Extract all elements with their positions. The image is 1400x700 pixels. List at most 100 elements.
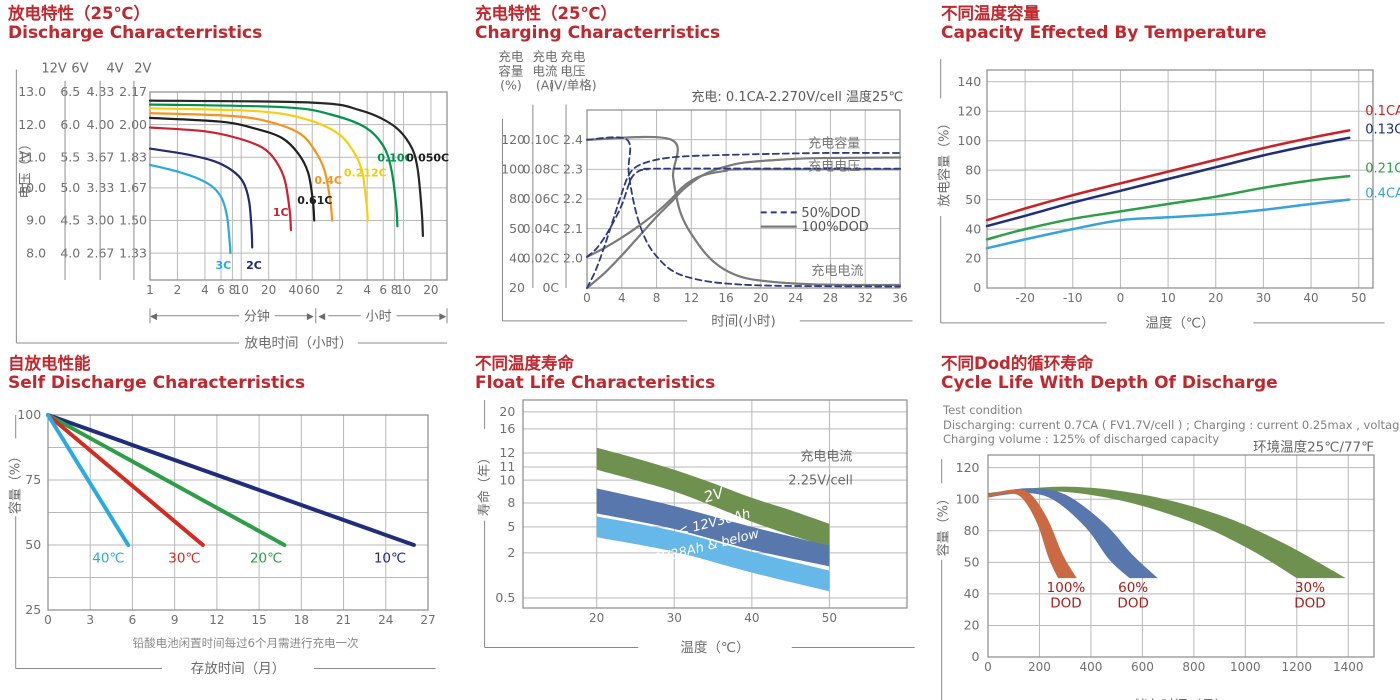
svg-text:80: 80 <box>965 162 981 177</box>
series <box>988 486 1346 579</box>
svg-text:800: 800 <box>1182 660 1205 674</box>
svg-text:4: 4 <box>201 283 209 297</box>
svg-text:50%DOD: 50%DOD <box>801 206 860 221</box>
svg-text:13.0: 13.0 <box>18 84 46 99</box>
svg-text:30%DOD: 30% DOD <box>1294 580 1325 612</box>
svg-text:28: 28 <box>823 291 838 305</box>
svg-text:小时: 小时 <box>366 309 392 324</box>
curve-充电容量-50%DOD <box>586 152 901 289</box>
svg-text:120: 120 <box>956 460 980 475</box>
curve-0.050C <box>148 99 424 237</box>
svg-text:2: 2 <box>336 283 344 297</box>
svg-text:100%DOD: 100%DOD <box>1047 580 1086 612</box>
series <box>585 135 902 290</box>
svg-text:6V: 6V <box>71 61 88 76</box>
svg-text:Discharging: current 0.7CA ( F: Discharging: current 0.7CA ( FV1.7V/cell… <box>943 418 1400 432</box>
band-2V <box>596 447 830 547</box>
svg-text:6: 6 <box>129 613 137 627</box>
svg-text:12.0: 12.0 <box>18 117 46 132</box>
svg-text:0.06C: 0.06C <box>523 191 560 206</box>
svg-text:8: 8 <box>653 291 661 305</box>
chart-title-en: Cycle Life With Depth Of Discharge <box>941 372 1278 393</box>
svg-text:-10: -10 <box>1063 291 1083 305</box>
chart-self-discharge: 自放电性能 Self Discharge Characterristics 0 3… <box>0 350 467 700</box>
svg-text:充电: 0.1CA-2.270V/cell 温度25℃: 充电: 0.1CA-2.270V/cell 温度25℃ <box>691 89 903 105</box>
capacity-temperature-chart-canvas: -20 -10 0 10 20 30 40 50 140 120 100 80 50 40 20 0 0.1CA… <box>936 59 1400 332</box>
chart-title-zh: 放电特性（25℃） <box>8 4 150 23</box>
cycle-life-chart-canvas: 0 200 400 600 800 1000 1200 1400120100805040200… <box>935 403 1400 700</box>
svg-text:30℃: 30℃ <box>168 551 200 567</box>
svg-text:40: 40 <box>1303 291 1318 305</box>
svg-text:1200: 1200 <box>1282 660 1313 674</box>
band-12V38Ah & below <box>596 516 830 592</box>
curve-10℃ <box>46 413 416 547</box>
charging-chart-canvas: 0 4 8 12 16 20 24 28 32 36 120 100 80 50 40 20 0.10C 0.08… <box>498 49 913 330</box>
svg-text:16: 16 <box>499 421 515 436</box>
svg-text:9.0: 9.0 <box>26 213 46 228</box>
svg-text:100: 100 <box>17 407 41 422</box>
svg-text:3C: 3C <box>215 259 231 272</box>
svg-text:4: 4 <box>618 291 626 305</box>
svg-text:0.08C: 0.08C <box>523 162 560 177</box>
curve-0.21CA <box>985 174 1351 241</box>
svg-text:0.10C: 0.10C <box>377 152 412 165</box>
svg-text:充电容量: 充电容量 <box>808 135 860 151</box>
svg-text:电压（V）: 电压（V） <box>19 138 34 199</box>
chart-title-zh: 充电特性（25℃） <box>475 4 617 23</box>
svg-text:2.25V/cell: 2.25V/cell <box>788 474 853 489</box>
svg-text:30: 30 <box>667 611 682 625</box>
svg-text:30: 30 <box>1256 291 1271 305</box>
svg-text:Test condition: Test condition <box>942 403 1022 417</box>
curve-充电电流-50%DOD <box>586 136 901 288</box>
svg-text:1: 1 <box>146 283 154 297</box>
svg-text:20: 20 <box>589 611 604 625</box>
svg-text:容量（%）: 容量（%） <box>8 450 24 514</box>
plot-border <box>986 69 1374 289</box>
plot-border <box>987 454 1375 658</box>
svg-text:2V: 2V <box>134 61 151 76</box>
svg-text:Charging volume : 125% of disc: Charging volume : 125% of discharged cap… <box>943 432 1219 446</box>
chart-title: 放电特性（25℃） Discharge Characterristics <box>8 4 262 44</box>
band-< 12V38Ah <box>596 488 830 567</box>
svg-text:12: 12 <box>684 291 699 305</box>
plot-border <box>149 91 448 281</box>
svg-text:充电电流: 充电电流 <box>800 449 852 465</box>
band-100% DOD <box>988 489 1077 579</box>
svg-text:50: 50 <box>965 192 981 207</box>
svg-text:50: 50 <box>25 537 41 552</box>
svg-text:50: 50 <box>509 221 525 236</box>
svg-text:6: 6 <box>379 283 387 297</box>
svg-text:0.050C: 0.050C <box>406 152 449 165</box>
svg-text:4: 4 <box>363 283 371 297</box>
curve-3C <box>148 163 232 255</box>
svg-text:0.4CA: 0.4CA <box>1365 187 1400 202</box>
svg-text:0.212C: 0.212C <box>344 167 387 180</box>
svg-text:120: 120 <box>957 103 981 118</box>
svg-text:0.10C: 0.10C <box>523 132 560 147</box>
chart-title: 不同Dod的循环寿命 Cycle Life With Depth Of Disc… <box>941 354 1278 394</box>
svg-text:0.5: 0.5 <box>495 590 515 605</box>
curve-0.10C <box>148 103 399 228</box>
svg-text:20: 20 <box>261 283 276 297</box>
svg-text:10.0: 10.0 <box>18 180 46 195</box>
svg-text:充电电流: 充电电流 <box>811 263 863 279</box>
svg-text:6.0: 6.0 <box>60 117 80 132</box>
band-30% DOD <box>988 486 1346 579</box>
curve-充电电压-100%DOD <box>585 168 902 258</box>
svg-text:温度（℃）: 温度（℃） <box>680 640 749 656</box>
svg-text:10: 10 <box>1160 291 1175 305</box>
svg-text:16: 16 <box>718 291 733 305</box>
curve-0.4C <box>148 112 334 222</box>
svg-text:0.21CA: 0.21CA <box>1365 162 1400 177</box>
svg-text:20: 20 <box>509 280 525 295</box>
svg-text:80: 80 <box>964 523 980 538</box>
svg-text:0: 0 <box>973 280 981 295</box>
svg-text:-20: -20 <box>1015 291 1035 305</box>
discharge-chart-canvas: 1 2 4 6 810 20 40 60 2 4 6 810 2013.012.011.010.09.0… <box>15 61 449 352</box>
svg-text:8: 8 <box>507 495 515 510</box>
svg-text:40℃: 40℃ <box>92 551 124 567</box>
svg-text:10: 10 <box>499 472 515 487</box>
svg-text:20: 20 <box>423 283 438 297</box>
chart-discharge-characteristics: 放电特性（25℃） Discharge Characterristics 1 2 4… <box>0 0 467 352</box>
chart-title: 不同温度寿命 Float Life Characteristics <box>475 354 715 394</box>
